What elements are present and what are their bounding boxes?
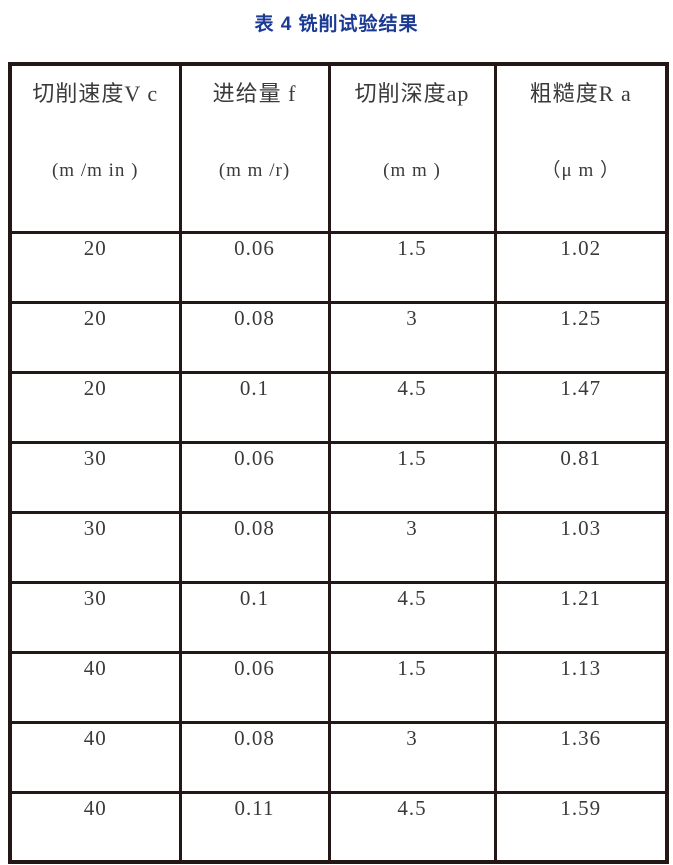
table-row: 30 0.08 3 1.03 bbox=[8, 510, 669, 584]
column-header-roughness: 粗糙度R a （μ m ） bbox=[493, 62, 669, 234]
table-cell: 0.06 bbox=[178, 650, 331, 724]
table-cell: 3 bbox=[327, 300, 497, 374]
table-cell: 1.5 bbox=[327, 230, 497, 304]
table-cell: 40 bbox=[8, 650, 182, 724]
table-cell: 1.5 bbox=[327, 650, 497, 724]
table-cell: 1.02 bbox=[493, 230, 669, 304]
table-cell: 1.36 bbox=[493, 720, 669, 794]
table-cell: 1.03 bbox=[493, 510, 669, 584]
table-row: 40 0.08 3 1.36 bbox=[8, 720, 669, 794]
table-cell: 4.5 bbox=[327, 370, 497, 444]
milling-results-table: 切削速度V c (m /m in ) 进给量 f (m m /r) 切削深度ap… bbox=[8, 62, 669, 864]
table-cell: 4.5 bbox=[327, 790, 497, 864]
table-row: 40 0.06 1.5 1.13 bbox=[8, 650, 669, 724]
column-label: 进给量 f bbox=[212, 81, 297, 106]
table-cell: 1.47 bbox=[493, 370, 669, 444]
table-row: 20 0.08 3 1.25 bbox=[8, 300, 669, 374]
column-label: 切削速度V c bbox=[32, 81, 159, 106]
table-row: 20 0.06 1.5 1.02 bbox=[8, 230, 669, 304]
table-cell: 0.08 bbox=[178, 510, 331, 584]
header-row: 切削速度V c (m /m in ) 进给量 f (m m /r) 切削深度ap… bbox=[8, 62, 669, 234]
table-cell: 0.08 bbox=[178, 720, 331, 794]
table-cell: 3 bbox=[327, 510, 497, 584]
table-cell: 0.11 bbox=[178, 790, 331, 864]
table-cell: 1.5 bbox=[327, 440, 497, 514]
column-label: 切削深度ap bbox=[354, 81, 470, 106]
column-unit: (m m /r) bbox=[218, 160, 291, 181]
table-cell: 1.13 bbox=[493, 650, 669, 724]
table-row: 30 0.06 1.5 0.81 bbox=[8, 440, 669, 514]
table-row: 20 0.1 4.5 1.47 bbox=[8, 370, 669, 444]
table-cell: 20 bbox=[8, 370, 182, 444]
column-header-cutting-speed: 切削速度V c (m /m in ) bbox=[8, 62, 182, 234]
column-unit: (m /m in ) bbox=[51, 160, 139, 181]
table-cell: 30 bbox=[8, 510, 182, 584]
table-cell: 0.06 bbox=[178, 230, 331, 304]
table-cell: 1.25 bbox=[493, 300, 669, 374]
table-cell: 3 bbox=[327, 720, 497, 794]
table-cell: 30 bbox=[8, 440, 182, 514]
table-cell: 0.06 bbox=[178, 440, 331, 514]
table-cell: 0.08 bbox=[178, 300, 331, 374]
table-caption: 表 4 铣削试验结果 bbox=[254, 14, 419, 35]
table-cell: 1.59 bbox=[493, 790, 669, 864]
table-cell: 0.81 bbox=[493, 440, 669, 514]
table-cell: 1.21 bbox=[493, 580, 669, 654]
table-cell: 0.1 bbox=[178, 370, 331, 444]
table-cell: 30 bbox=[8, 580, 182, 654]
column-unit: (m m ) bbox=[383, 160, 441, 181]
table-cell: 4.5 bbox=[327, 580, 497, 654]
table-cell: 40 bbox=[8, 790, 182, 864]
column-header-feed-rate: 进给量 f (m m /r) bbox=[178, 62, 331, 234]
table-row: 30 0.1 4.5 1.21 bbox=[8, 580, 669, 654]
column-header-cutting-depth: 切削深度ap (m m ) bbox=[327, 62, 497, 234]
table-cell: 20 bbox=[8, 300, 182, 374]
table-cell: 0.1 bbox=[178, 580, 331, 654]
column-label: 粗糙度R a bbox=[529, 81, 632, 106]
table-row: 40 0.11 4.5 1.59 bbox=[8, 790, 669, 864]
column-unit: （μ m ） bbox=[541, 160, 620, 181]
table-cell: 20 bbox=[8, 230, 182, 304]
table-cell: 40 bbox=[8, 720, 182, 794]
